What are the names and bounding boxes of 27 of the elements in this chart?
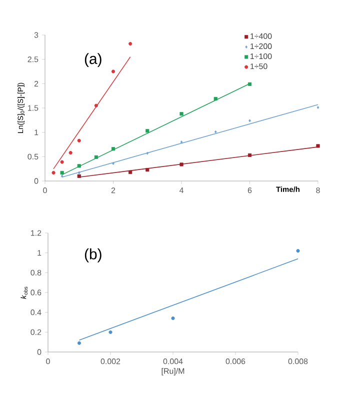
point (77, 164, 81, 168)
point (296, 249, 300, 253)
point (180, 112, 184, 116)
point (128, 170, 132, 174)
point (108, 330, 112, 334)
point (60, 170, 64, 175)
point (248, 82, 252, 86)
point (180, 162, 184, 166)
point (128, 42, 132, 46)
annotation: (a) (84, 53, 102, 68)
point (316, 144, 320, 148)
point (171, 316, 175, 320)
point (146, 129, 150, 133)
point (214, 96, 218, 101)
point (111, 147, 116, 151)
annotation: (b) (84, 248, 102, 262)
point (77, 138, 81, 142)
point (68, 150, 72, 155)
point (77, 341, 82, 345)
point (248, 153, 252, 157)
point (77, 174, 81, 178)
point (94, 104, 98, 108)
point (60, 160, 64, 164)
point (146, 168, 150, 172)
point (94, 155, 98, 159)
point (111, 70, 116, 74)
point (52, 170, 56, 175)
